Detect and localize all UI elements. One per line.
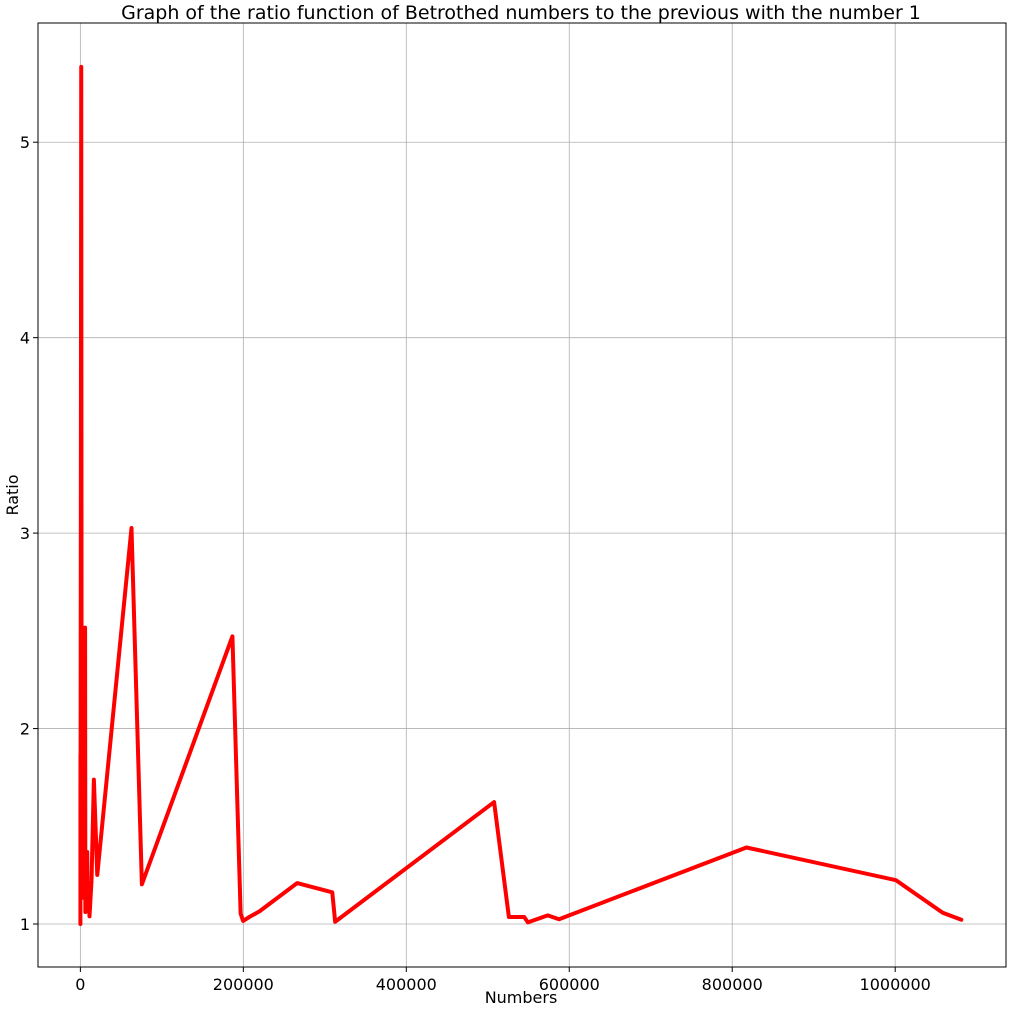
y-tick-label: 2	[20, 720, 30, 739]
y-tick-label: 3	[20, 524, 30, 543]
x-tick-label: 800000	[702, 975, 763, 994]
series-layer	[78, 64, 964, 926]
ticks: 0 200000 400000 600000 800000 1000000 1 2 3 4 5	[20, 133, 931, 994]
x-axis-label: Numbers	[485, 988, 558, 1007]
plot-frame	[37, 22, 1007, 968]
y-tick-label: 4	[20, 329, 30, 348]
chart-title: Graph of the ratio function of Betrothed…	[121, 2, 921, 24]
x-tick-label: 200000	[213, 975, 274, 994]
x-tick-label: 600000	[539, 975, 600, 994]
y-axis-label: Ratio	[3, 474, 22, 515]
series-line	[78, 64, 964, 926]
x-tick-label: 0	[75, 975, 85, 994]
x-tick-label: 400000	[376, 975, 437, 994]
x-tick-label: 1000000	[860, 975, 931, 994]
y-tick-label: 5	[20, 133, 30, 152]
y-tick-label: 1	[20, 915, 30, 934]
